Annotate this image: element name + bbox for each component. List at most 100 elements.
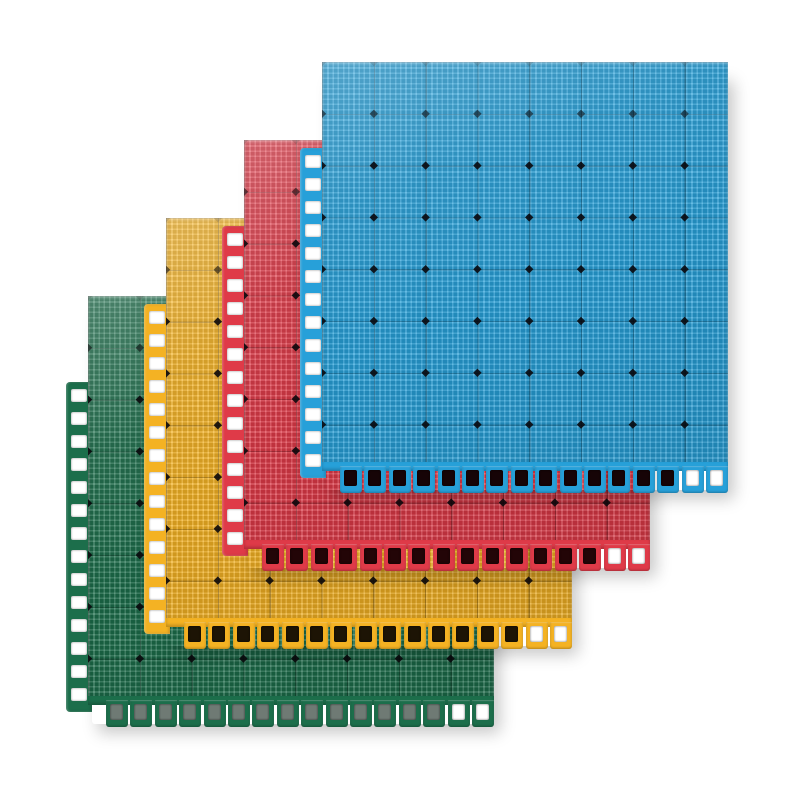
connector-tab [525, 622, 548, 649]
connector-slot [149, 495, 165, 508]
connector-tab [184, 622, 206, 649]
connector-slot [71, 412, 87, 425]
connector-tab-hole [339, 548, 353, 564]
connector-tab [530, 544, 553, 571]
connector-tab-hole [490, 470, 504, 486]
floor-tile-blue [300, 62, 730, 493]
tile-bottom-connector-strip [340, 466, 730, 493]
connector-tab-hole [534, 548, 548, 564]
connector-tab [501, 622, 524, 649]
connector-tab [335, 544, 358, 571]
connector-slot [227, 256, 243, 269]
connector-tab [398, 700, 421, 727]
connector-tab-hole [563, 470, 577, 486]
connector-tab-hole [612, 470, 626, 486]
connector-tab-hole [383, 626, 397, 642]
connector-tab [276, 700, 299, 727]
connector-tab [301, 700, 324, 727]
connector-tab-hole [456, 626, 470, 642]
connector-tab-hole [505, 626, 519, 642]
connector-tab-hole [378, 704, 392, 720]
tile-deck-surface [322, 62, 728, 470]
connector-slot [149, 564, 165, 577]
connector-slot [71, 481, 87, 494]
connector-tab [359, 544, 382, 571]
connector-tab [452, 622, 475, 649]
connector-slot [305, 316, 321, 329]
connector-tab [379, 622, 402, 649]
connector-slot [227, 325, 243, 338]
connector-tab-hole [583, 548, 597, 564]
connector-tab-hole [480, 626, 494, 642]
connector-tab-hole [110, 704, 123, 720]
connector-tab-hole [427, 704, 441, 720]
connector-tab [232, 622, 255, 649]
connector-slot [227, 279, 243, 292]
connector-tab [262, 544, 284, 571]
connector-tab [608, 466, 631, 493]
connector-tab [481, 544, 504, 571]
connector-tab [584, 466, 606, 493]
connector-tab [447, 700, 470, 727]
connector-tab [506, 544, 528, 571]
connector-slot [305, 431, 321, 444]
connector-tab [257, 622, 280, 649]
connector-tab [340, 466, 362, 493]
connector-tab [628, 544, 650, 571]
connector-tab [179, 700, 202, 727]
connector-tab-hole [402, 704, 416, 720]
connector-tab-hole [212, 626, 226, 642]
connector-tab [354, 622, 377, 649]
connector-tab [281, 622, 304, 649]
connector-slot [149, 610, 165, 623]
connector-slot [227, 532, 243, 545]
connector-tab-hole [441, 470, 455, 486]
connector-tab [535, 466, 558, 493]
connector-tab-hole [329, 704, 343, 720]
connector-slot [305, 339, 321, 352]
connector-slot [71, 527, 87, 540]
connector-slot [149, 472, 165, 485]
connector-slot [305, 201, 321, 214]
connector-slot [71, 504, 87, 517]
connector-slot [227, 417, 243, 430]
connector-tab-hole [636, 470, 650, 486]
connector-slot [305, 224, 321, 237]
connector-slot [71, 389, 87, 402]
connector-tab [462, 466, 484, 493]
connector-tab-hole [632, 548, 645, 564]
connector-tab [384, 544, 406, 571]
connector-slot [149, 334, 165, 347]
connector-slot [305, 293, 321, 306]
connector-tab-hole [476, 704, 489, 720]
connector-slot [71, 619, 87, 632]
connector-tab-hole [417, 470, 431, 486]
connector-slot [149, 449, 165, 462]
connector-tab [413, 466, 436, 493]
connector-tab-hole [485, 548, 499, 564]
connector-tab-hole [685, 470, 699, 486]
connector-tab-hole [158, 704, 172, 720]
connector-tab [428, 622, 450, 649]
connector-tab-hole [529, 626, 543, 642]
connector-tab-hole [461, 548, 475, 564]
connector-tab-hole [285, 626, 299, 642]
connector-tab-hole [344, 470, 357, 486]
connector-tab [486, 466, 509, 493]
connector-tab-hole [607, 548, 621, 564]
connector-tab-hole [554, 626, 567, 642]
connector-tab-hole [412, 548, 426, 564]
connector-slot [227, 463, 243, 476]
connector-tab [388, 466, 411, 493]
connector-tab-hole [290, 548, 304, 564]
scene-description: Four fanned plastic interlocking sports-… [0, 16, 1, 17]
connector-slot [305, 178, 321, 191]
tile-bottom-connector-strip [262, 544, 652, 571]
connector-slot [71, 573, 87, 586]
connector-tab-hole [236, 626, 250, 642]
connector-tab [657, 466, 680, 493]
connector-tab [286, 544, 309, 571]
connector-tab-hole [432, 626, 445, 642]
connector-tab [330, 622, 353, 649]
